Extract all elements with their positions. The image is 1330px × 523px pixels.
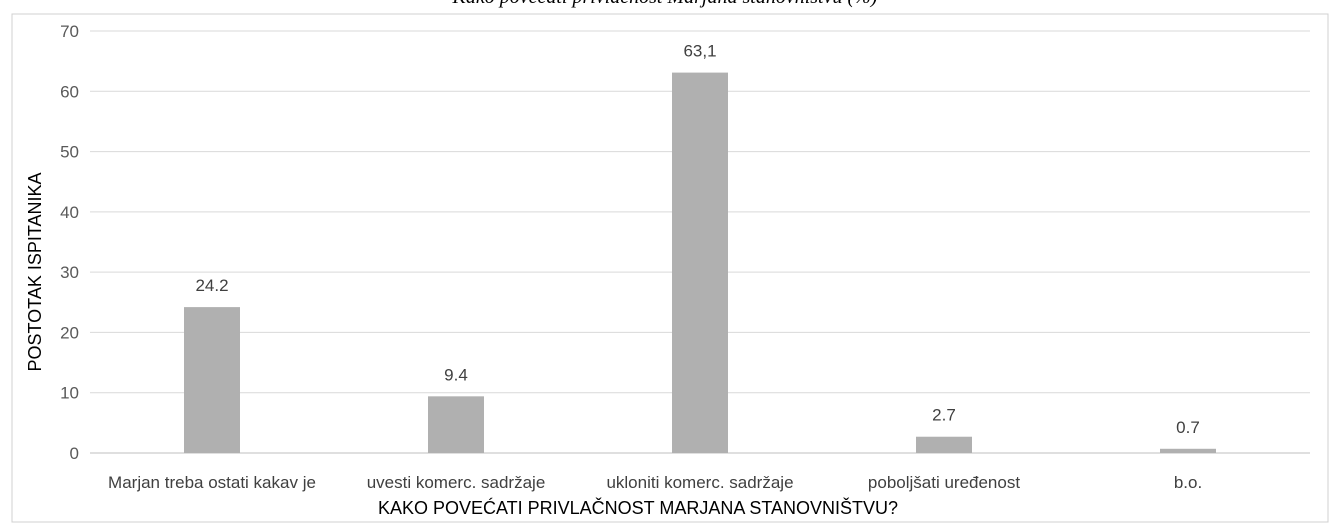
y-tick-label: 30 (60, 263, 79, 282)
y-tick-label: 50 (60, 143, 79, 162)
x-tick-label: ukloniti komerc. sadržaje (606, 473, 793, 492)
x-tick-label: Marjan treba ostati kakav je (108, 473, 316, 492)
bar (428, 396, 484, 453)
x-tick-label: uvesti komerc. sadržaje (367, 473, 546, 492)
bar (672, 72, 728, 454)
y-tick-label: 60 (60, 82, 79, 101)
y-tick-label: 70 (60, 22, 79, 41)
x-tick-label: b.o. (1174, 473, 1202, 492)
y-tick-label: 20 (60, 323, 79, 342)
bar (184, 307, 240, 453)
bar (1160, 448, 1216, 453)
data-label: 2.7 (932, 406, 956, 425)
data-label: 24.2 (195, 276, 228, 295)
data-label: 0.7 (1176, 418, 1200, 437)
y-axis-label: POSTOTAK ISPITANIKA (25, 172, 45, 371)
chart-caption: Kako povećati privlačnost Marjana stanov… (0, 0, 1330, 14)
bars (184, 72, 1216, 454)
data-label: 9.4 (444, 365, 468, 384)
data-labels: 24.2 9.4 63,1 2.7 0.7 (195, 42, 1199, 437)
data-label: 63,1 (683, 42, 716, 61)
y-tick-label: 40 (60, 203, 79, 222)
bar (916, 436, 972, 453)
chart-border (11, 13, 1329, 523)
x-tick-label: poboljšati uređenost (868, 473, 1020, 492)
y-axis-ticks: 0 10 20 30 40 50 60 70 (60, 22, 79, 463)
y-tick-label: 10 (60, 384, 79, 403)
y-tick-label: 0 (70, 444, 79, 463)
x-axis-ticks: Marjan treba ostati kakav je uvesti komer… (108, 473, 1202, 492)
x-axis-label: KAKO POVEĆATI PRIVLAČNOST MARJANA STANOV… (378, 497, 898, 518)
